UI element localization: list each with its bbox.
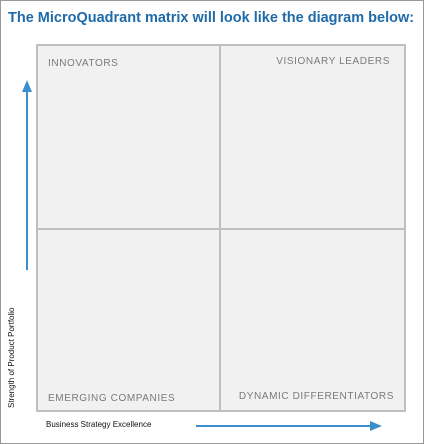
quadrant-dynamic-differentiators: DYNAMIC DIFFERENTIATORS <box>221 230 404 410</box>
quadrant-matrix: INNOVATORS VISIONARY LEADERS EMERGING CO… <box>36 44 406 412</box>
quadrant-label-innovators: INNOVATORS <box>48 58 119 69</box>
quadrant-visionary-leaders: VISIONARY LEADERS <box>221 46 404 230</box>
y-axis-arrow <box>22 80 32 270</box>
quadrant-label-dynamic-differentiators: DYNAMIC DIFFERENTIATORS <box>238 391 394 402</box>
quadrant-emerging-companies: EMERGING COMPANIES <box>38 230 221 410</box>
x-axis-label: Business Strategy Excellence <box>46 420 152 429</box>
quadrant-label-visionary-leaders: VISIONARY LEADERS <box>276 56 390 67</box>
quadrant-label-emerging-companies: EMERGING COMPANIES <box>48 393 176 404</box>
x-axis-arrow <box>196 421 382 431</box>
y-axis-label: Strength of Product Portfolio <box>7 307 16 409</box>
diagram-title: The MicroQuadrant matrix will look like … <box>8 10 415 26</box>
quadrant-innovators: INNOVATORS <box>38 46 221 230</box>
